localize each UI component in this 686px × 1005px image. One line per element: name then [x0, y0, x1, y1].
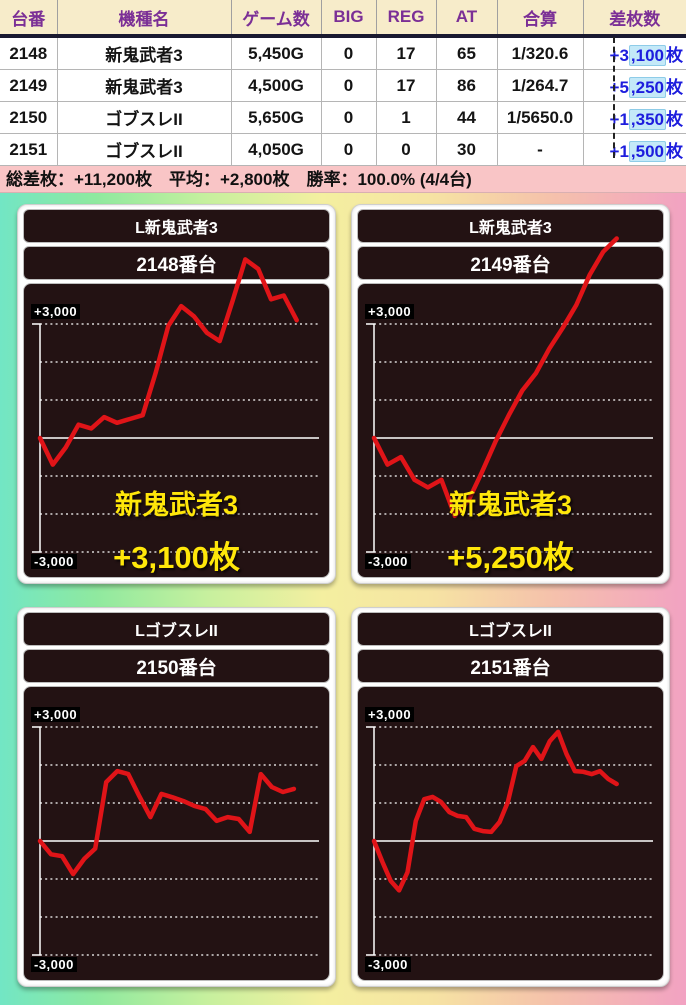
y-axis-bottom-label: -3,000 [365, 957, 411, 972]
graph-panel-2149[interactable]: L新鬼武者3 2149番台 +3,000 -3,000 新鬼武者3 +5,250… [351, 204, 670, 584]
header-gassan: 合算 [496, 0, 583, 38]
cell-at: 86 [435, 69, 497, 102]
header-at: AT [435, 0, 497, 38]
graph-panel-2151[interactable]: LゴブスレII 2151番台 +3,000 -3,000 [351, 607, 670, 987]
y-axis-bottom-label: -3,000 [365, 554, 411, 569]
totals-summary-bar: 総差枚：+11,200枚 平均：+2,800枚 勝率：100.0% (4/4台) [0, 166, 686, 193]
diff-highlight: ,350 [628, 109, 666, 130]
cell-reg: 17 [375, 36, 436, 70]
cell-daiban: 2150 [0, 101, 57, 134]
panel-unit-number: 2148番台 [23, 246, 330, 280]
header-daiban: 台番 [0, 0, 57, 38]
cell-at: 30 [435, 133, 497, 166]
panel-unit-number: 2151番台 [357, 649, 664, 683]
cell-reg: 17 [375, 69, 436, 102]
panel-unit-number: 2150番台 [23, 649, 330, 683]
panel-title: L新鬼武者3 [357, 209, 664, 243]
y-axis-top-label: +3,000 [365, 707, 415, 722]
cell-gassan: 1/320.6 [496, 36, 583, 70]
cell-model: ゴブスレII [56, 133, 231, 166]
slump-graph-box [357, 686, 664, 981]
y-axis-top-label: +3,000 [31, 707, 81, 722]
panel-title: LゴブスレII [357, 612, 664, 646]
header-diff: 差枚数 [582, 0, 686, 38]
table-row[interactable]: 2149 新鬼武者3 4,500G 0 17 86 1/264.7 +5,250… [0, 69, 686, 102]
cell-games: 4,500G [230, 69, 321, 102]
graph-panel-2150[interactable]: LゴブスレII 2150番台 +3,000 -3,000 [17, 607, 336, 987]
cell-diff: +1,350 枚 [582, 101, 686, 134]
cell-diff: +5,250 枚 [582, 69, 686, 102]
cell-model: 新鬼武者3 [56, 36, 231, 70]
diff-highlight: ,500 [628, 141, 666, 162]
cell-games: 4,050G [230, 133, 321, 166]
table-row[interactable]: 2150 ゴブスレII 5,650G 0 1 44 1/5650.0 +1,35… [0, 101, 686, 134]
header-reg: REG [375, 0, 436, 38]
cell-big: 0 [320, 69, 376, 102]
cell-reg: 1 [375, 101, 436, 134]
header-model: 機種名 [56, 0, 231, 38]
cell-at: 65 [435, 36, 497, 70]
table-header-row: 台番 機種名 ゲーム数 BIG REG AT 合算 差枚数 [0, 0, 686, 38]
y-axis-bottom-label: -3,000 [31, 957, 77, 972]
cell-gassan: 1/5650.0 [496, 101, 583, 134]
diff-tail: 枚 [666, 142, 683, 161]
table-row[interactable]: 2151 ゴブスレII 4,050G 0 0 30 - +1,500 枚 [0, 133, 686, 166]
y-axis-top-label: +3,000 [365, 304, 415, 319]
slump-graph-box [357, 283, 664, 578]
cell-model: 新鬼武者3 [56, 69, 231, 102]
graph-panel-2148[interactable]: L新鬼武者3 2148番台 +3,000 -3,000 新鬼武者3 +3,100… [17, 204, 336, 584]
cell-daiban: 2151 [0, 133, 57, 166]
cell-games: 5,450G [230, 36, 321, 70]
cell-gassan: - [496, 133, 583, 166]
y-axis-top-label: +3,000 [31, 304, 81, 319]
slump-graph-box [23, 686, 330, 981]
cell-daiban: 2148 [0, 36, 57, 70]
diff-highlight: ,100 [628, 45, 666, 66]
cell-big: 0 [320, 133, 376, 166]
cell-at: 44 [435, 101, 497, 134]
slump-graph-box [23, 283, 330, 578]
cell-diff: +3,100 枚 [582, 36, 686, 70]
cell-reg: 0 [375, 133, 436, 166]
cell-games: 5,650G [230, 101, 321, 134]
y-axis-bottom-label: -3,000 [31, 554, 77, 569]
diff-tail: 枚 [666, 78, 683, 97]
cell-daiban: 2149 [0, 69, 57, 102]
panel-unit-number: 2149番台 [357, 246, 664, 280]
cell-diff: +1,500 枚 [582, 133, 686, 166]
cell-big: 0 [320, 101, 376, 134]
cell-model: ゴブスレII [56, 101, 231, 134]
machine-data-table: 台番 機種名 ゲーム数 BIG REG AT 合算 差枚数 2148 新鬼武者3… [0, 0, 686, 166]
header-big: BIG [320, 0, 376, 38]
diff-highlight: ,250 [628, 77, 666, 98]
selection-dashed-line [613, 37, 615, 158]
cell-gassan: 1/264.7 [496, 69, 583, 102]
cell-big: 0 [320, 36, 376, 70]
diff-tail: 枚 [666, 46, 683, 65]
panel-title: LゴブスレII [23, 612, 330, 646]
panel-title: L新鬼武者3 [23, 209, 330, 243]
diff-tail: 枚 [666, 110, 683, 129]
table-row[interactable]: 2148 新鬼武者3 5,450G 0 17 65 1/320.6 +3,100… [0, 36, 686, 70]
header-games: ゲーム数 [230, 0, 321, 38]
